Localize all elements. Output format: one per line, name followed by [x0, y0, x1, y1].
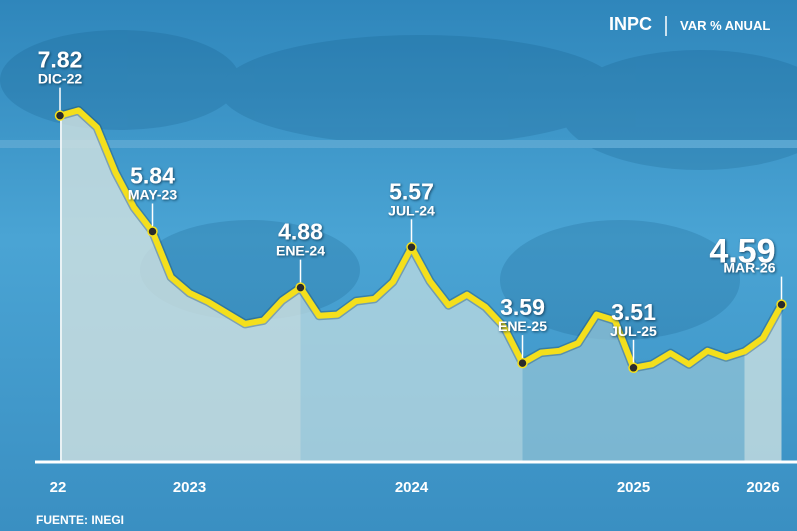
x-tick-label: 2023 — [173, 479, 206, 496]
value-label: 3.51 — [611, 299, 656, 325]
value-label: 4.88 — [278, 219, 323, 245]
point — [406, 242, 417, 253]
x-tick-label: 2024 — [395, 479, 429, 496]
value-label: 5.57 — [389, 178, 434, 204]
date-label: DIC-22 — [38, 71, 83, 87]
chart-subtitle: VAR % ANUAL — [680, 18, 770, 33]
date-label: MAY-23 — [128, 186, 178, 202]
point — [54, 110, 66, 121]
value-label: 5.84 — [130, 162, 175, 188]
chart-title: INPC — [609, 14, 652, 34]
source: FUENTE: INEGI — [36, 513, 124, 527]
line — [57, 107, 785, 371]
point — [147, 226, 158, 237]
date-label: JUL-24 — [388, 202, 435, 218]
x-tick-label: 2025 — [617, 479, 650, 496]
point — [628, 362, 639, 374]
date-label: JUL-25 — [610, 323, 657, 339]
value-label: 7.82 — [38, 47, 83, 73]
date-label: ENE-24 — [276, 243, 325, 259]
x-tick-label: 22 — [50, 479, 67, 496]
value-label: 4.59 — [709, 233, 775, 271]
date-label: MAR-26 — [723, 260, 775, 276]
x-tick-label: 2026 — [746, 479, 779, 496]
point — [295, 282, 306, 293]
point — [776, 299, 787, 310]
point — [517, 357, 528, 369]
value-label: 3.59 — [500, 294, 545, 320]
date-label: ENE-25 — [498, 318, 547, 334]
